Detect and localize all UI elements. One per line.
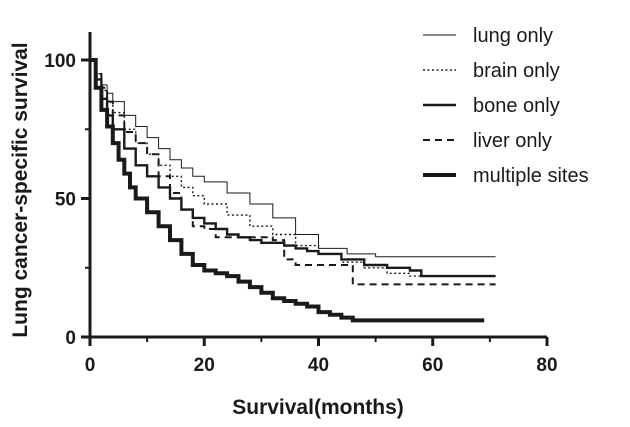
legend-label: multiple sites [473,165,589,187]
legend-item: lung only [423,25,553,47]
legend-item: multiple sites [423,165,589,187]
legend: lung only brain only bone only liver only mu… [423,25,589,187]
y-tick-label: 0 [65,328,76,349]
legend-item: bone only [423,95,560,117]
series-line-bone-only [90,58,496,278]
axes: 0 20 40 60 80 0 50 100 [44,32,558,376]
legend-item: brain only [423,60,560,82]
x-tick-label: 60 [422,355,443,376]
y-tick-label: 100 [44,51,76,72]
series-line-lung-only [90,59,496,258]
x-tick-label: 0 [85,355,96,376]
y-tick-label: 50 [55,190,76,211]
x-axis-title: Survival(months) [232,396,404,419]
legend-item: liver only [423,130,552,152]
series-line-multiple-sites [90,58,485,323]
x-tick-label: 20 [194,355,215,376]
x-tick-label: 40 [308,355,329,376]
series-layer [90,58,496,323]
legend-label: bone only [473,95,560,117]
legend-label: brain only [473,60,560,82]
series-line-liver-only [90,59,496,286]
x-tick-label: 80 [536,355,557,376]
series-line-brain-only [90,59,496,277]
legend-label: liver only [473,130,552,152]
legend-label: lung only [473,25,553,47]
y-axis-title: Lung cancer-specific survival [9,42,32,337]
